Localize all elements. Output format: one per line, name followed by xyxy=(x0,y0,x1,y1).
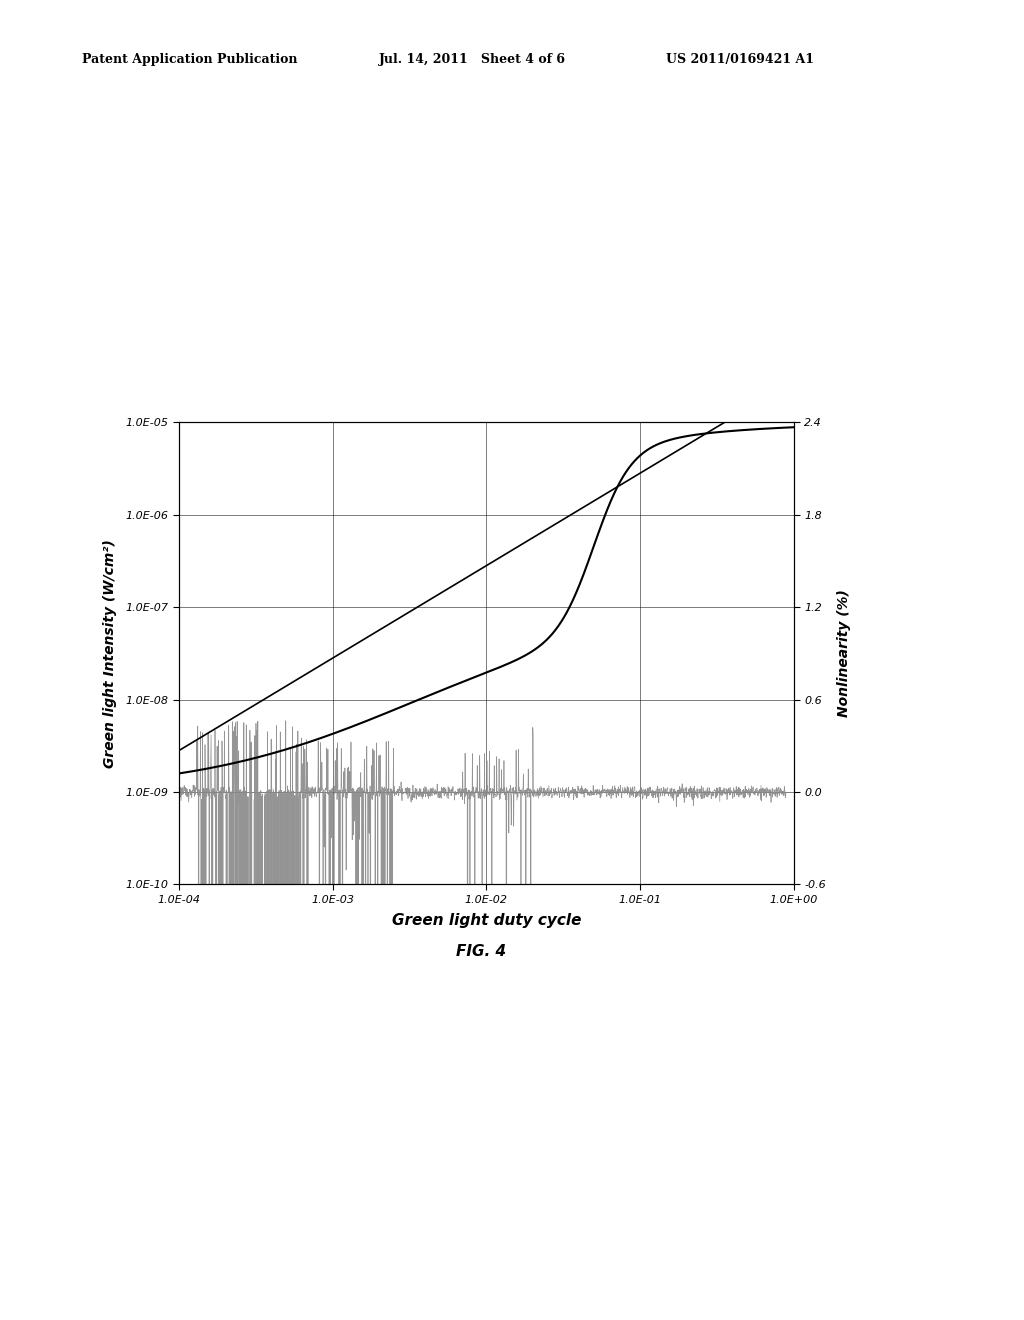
Y-axis label: Green light Intensity (W/cm²): Green light Intensity (W/cm²) xyxy=(103,539,118,768)
Text: Jul. 14, 2011   Sheet 4 of 6: Jul. 14, 2011 Sheet 4 of 6 xyxy=(379,53,566,66)
Y-axis label: Nonlinearity (%): Nonlinearity (%) xyxy=(837,590,851,717)
Text: US 2011/0169421 A1: US 2011/0169421 A1 xyxy=(666,53,814,66)
Text: Patent Application Publication: Patent Application Publication xyxy=(82,53,297,66)
X-axis label: Green light duty cycle: Green light duty cycle xyxy=(391,913,582,928)
Text: FIG. 4: FIG. 4 xyxy=(457,944,506,958)
